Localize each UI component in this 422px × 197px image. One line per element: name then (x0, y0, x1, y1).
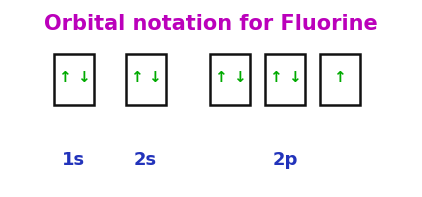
Text: ↑: ↑ (269, 70, 282, 85)
Text: ↓: ↓ (77, 70, 89, 85)
Bar (265, 54, 305, 105)
Bar (320, 54, 360, 105)
Bar (126, 54, 165, 105)
Text: ↑: ↑ (58, 70, 71, 85)
Text: ↓: ↓ (288, 70, 300, 85)
Text: 1s: 1s (62, 151, 85, 169)
Bar (210, 54, 250, 105)
Text: ↓: ↓ (233, 70, 246, 85)
Text: 2s: 2s (134, 151, 157, 169)
Text: Orbital notation for Fluorine: Orbital notation for Fluorine (44, 14, 378, 34)
Text: 2p: 2p (272, 151, 298, 169)
Text: ↑: ↑ (333, 70, 346, 85)
Text: ↑: ↑ (214, 70, 227, 85)
Text: ↑: ↑ (130, 70, 143, 85)
Text: ↓: ↓ (149, 70, 161, 85)
Bar (54, 54, 94, 105)
